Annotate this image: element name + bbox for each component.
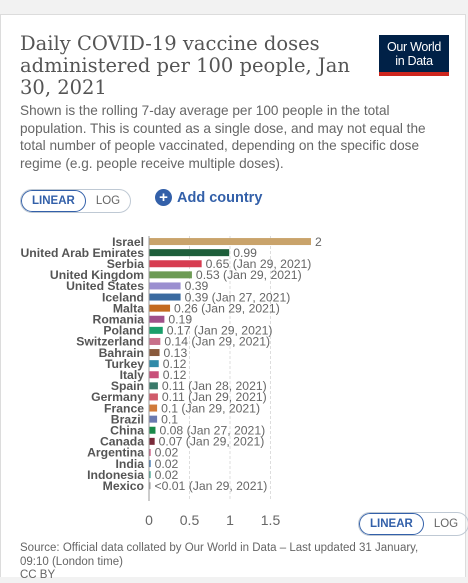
- value-label: 0.02: [155, 446, 179, 460]
- bar: [149, 460, 151, 468]
- value-label: 0.17 (Jan 29, 2021): [167, 324, 273, 338]
- bar: [149, 315, 165, 323]
- value-label: 0.19: [168, 312, 192, 326]
- bar: [149, 426, 156, 434]
- value-label: 0.07 (Jan 29, 2021): [159, 435, 265, 449]
- bar: [149, 360, 159, 368]
- bar: [149, 271, 192, 279]
- value-label: 0.39: [185, 279, 209, 293]
- country-label: Malta: [113, 301, 144, 315]
- country-label: Iceland: [102, 290, 144, 304]
- country-label: Turkey: [105, 357, 144, 371]
- x-tick-label: 0: [145, 512, 153, 527]
- bar: [149, 437, 155, 445]
- bar: [149, 349, 160, 357]
- value-label: 0.02: [155, 468, 179, 482]
- value-label: 0.12: [163, 357, 187, 371]
- chart-title: Daily COVID-19 vaccine doses administere…: [20, 32, 350, 99]
- x-tick-label: 0.5: [180, 512, 200, 527]
- log-scale-button[interactable]: LOG: [95, 195, 121, 207]
- bar: [149, 415, 158, 423]
- country-label: United Arab Emirates: [21, 246, 145, 260]
- bar: [149, 304, 171, 312]
- bar: [149, 293, 181, 301]
- add-country-label: Add country: [177, 189, 263, 206]
- value-label: 2: [315, 235, 322, 249]
- source-note: Source: Official data collated by Our Wo…: [20, 542, 440, 583]
- bar: [149, 260, 202, 268]
- owid-logo[interactable]: Our World in Data: [379, 35, 449, 76]
- country-label: China: [110, 423, 144, 437]
- country-label: India: [116, 457, 145, 471]
- scale-toggle-top: LINEAR LOG: [20, 189, 132, 213]
- value-label: 0.65 (Jan 29, 2021): [206, 257, 312, 271]
- value-label: 0.12: [163, 368, 187, 382]
- logo-line-2: in Data: [395, 53, 433, 68]
- country-label: Poland: [103, 324, 144, 338]
- country-label: Germany: [91, 390, 144, 404]
- add-country-button[interactable]: + Add country: [155, 189, 262, 206]
- bar: [149, 471, 151, 479]
- value-label: 0.1 (Jan 29, 2021): [161, 401, 260, 415]
- value-label: 0.11 (Jan 28, 2021): [162, 379, 267, 393]
- linear-scale-button[interactable]: LINEAR: [21, 190, 86, 212]
- bar: [149, 282, 181, 290]
- value-label: <0.01 (Jan 29, 2021): [155, 479, 268, 493]
- country-label: Bahrain: [99, 346, 144, 360]
- country-label: Indonesia: [87, 468, 144, 482]
- chart-subtitle: Shown is the rolling 7-day average per 1…: [20, 103, 426, 171]
- country-label: France: [104, 401, 144, 415]
- value-label: 0.08 (Jan 27, 2021): [159, 423, 265, 437]
- country-label: Brazil: [111, 412, 144, 426]
- x-tick-label: 1: [226, 512, 234, 527]
- country-label: Switzerland: [76, 335, 144, 349]
- country-label: Italy: [120, 368, 145, 382]
- country-label: United States: [66, 279, 144, 293]
- bar: [149, 238, 311, 246]
- value-label: 0.99: [233, 246, 257, 260]
- value-label: 0.26 (Jan 29, 2021): [174, 301, 280, 315]
- country-label: Spain: [111, 379, 144, 393]
- linear-scale-button-bottom[interactable]: LINEAR: [359, 513, 424, 535]
- value-label: 0.1: [161, 412, 178, 426]
- value-label: 0.02: [155, 457, 179, 471]
- bar: [149, 404, 158, 412]
- country-label: Argentina: [87, 446, 144, 460]
- bar: [149, 371, 159, 379]
- x-tick-label: 1.5: [261, 512, 281, 527]
- bar: [149, 337, 161, 345]
- country-label: Canada: [100, 435, 144, 449]
- log-scale-button-bottom[interactable]: LOG: [433, 518, 459, 530]
- value-label: 0.14 (Jan 29, 2021): [164, 335, 270, 349]
- bar: [149, 393, 158, 401]
- country-label: United Kingdom: [50, 268, 144, 282]
- value-label: 0.13: [164, 346, 188, 360]
- country-label: Romania: [93, 312, 145, 326]
- bar: [149, 249, 230, 257]
- bar: [149, 382, 158, 390]
- bar: [149, 326, 163, 334]
- chart-card: Daily COVID-19 vaccine doses administere…: [0, 14, 468, 581]
- source-text: Source: Official data collated by Our Wo…: [20, 542, 419, 568]
- country-label: Israel: [112, 235, 144, 249]
- country-label: Serbia: [107, 257, 144, 271]
- country-label: Mexico: [103, 479, 144, 493]
- logo-line-1: Our World: [386, 39, 442, 54]
- license-text: CC BY: [20, 569, 56, 581]
- bar: [149, 448, 151, 456]
- plus-circle-icon: +: [155, 189, 172, 206]
- scale-toggle-bottom: LINEAR LOG: [358, 512, 468, 536]
- value-label: 0.53 (Jan 29, 2021): [196, 268, 302, 282]
- value-label: 0.11 (Jan 29, 2021): [162, 390, 267, 404]
- bar-chart: 0 0.5 1 1.5 Israel 2 United Arab Emirates 0.99 S…: [21, 235, 323, 527]
- value-label: 0.39 (Jan 27, 2021): [185, 290, 291, 304]
- bar: [149, 482, 151, 490]
